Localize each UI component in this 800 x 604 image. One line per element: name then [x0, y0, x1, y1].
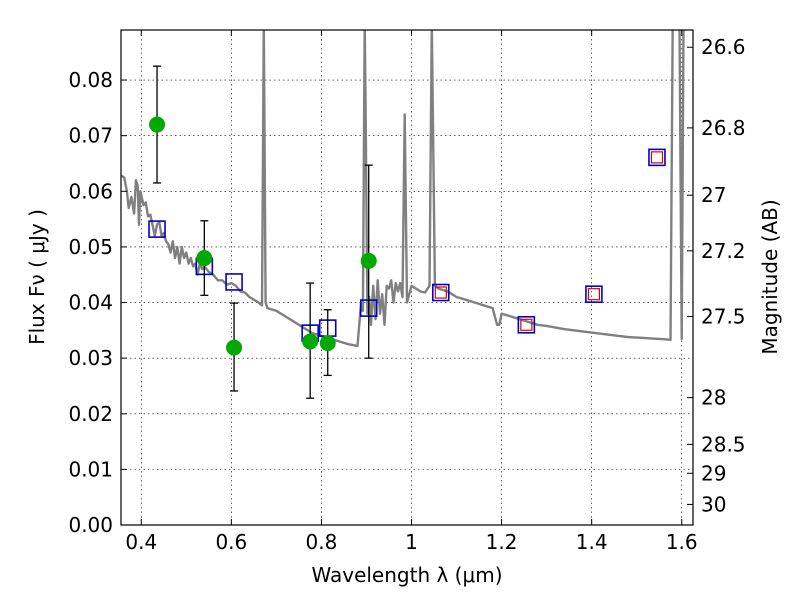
x-tick-label: 0.4 — [125, 530, 157, 554]
model-square-inner — [587, 288, 601, 301]
model-square — [517, 315, 536, 334]
y-tick-label: 0.08 — [68, 68, 113, 92]
x-tick-label: 1 — [405, 530, 418, 554]
observed-point — [226, 339, 243, 356]
right-tick-label: 26.6 — [701, 35, 746, 59]
observed-point — [302, 333, 319, 350]
y-tick-label: 0.06 — [68, 179, 113, 203]
y-tick-label: 0.02 — [68, 402, 113, 426]
y-tick-label: 0.04 — [68, 291, 113, 315]
model-square — [225, 273, 243, 291]
x-tick-label: 0.6 — [215, 530, 247, 554]
observed-point — [360, 252, 377, 269]
y-tick-label: 0.00 — [68, 513, 113, 537]
observed-point — [196, 250, 213, 267]
observed-point — [149, 116, 166, 133]
ticks: 0.4 0.6 0.8 1 1.2 1.4 1.6 0.00 0.01 0.02 0.03 0.04 0… — [68, 30, 746, 554]
right-tick-label: 28 — [701, 386, 726, 410]
model-square — [148, 220, 166, 238]
right-tick-label: 27.5 — [701, 304, 746, 328]
y-tick-label: 0.07 — [68, 124, 113, 148]
model-square — [648, 148, 666, 167]
model-square-inner — [650, 151, 664, 164]
observed-point — [319, 335, 336, 352]
data-layer — [121, 30, 685, 399]
model-square-inner — [520, 318, 533, 331]
y-tick-label: 0.03 — [68, 346, 113, 370]
model-square — [431, 283, 450, 302]
model-square-inner — [434, 286, 447, 299]
x-tick-label: 1.6 — [666, 530, 698, 554]
x-tick-label: 1.2 — [486, 530, 518, 554]
x-tick-label: 1.4 — [576, 530, 608, 554]
x-tick-label: 0.8 — [306, 530, 338, 554]
model-square — [585, 285, 603, 303]
right-tick-label: 28.5 — [701, 432, 746, 456]
y-right-axis-label: Magnitude (AB) — [758, 199, 782, 354]
plot-frame — [120, 29, 694, 526]
right-tick-label: 29 — [701, 461, 726, 485]
x-axis-label: Wavelength λ (μm) — [311, 563, 502, 587]
right-tick-label: 27 — [701, 183, 726, 207]
y-tick-label: 0.05 — [68, 235, 113, 259]
y-axis-label: Flux Fν ( μJy ) — [25, 209, 49, 345]
right-tick-label: 27.2 — [701, 239, 746, 263]
spectrum-line — [121, 30, 685, 348]
right-tick-label: 26.8 — [701, 116, 746, 140]
grid — [121, 30, 693, 526]
right-tick-label: 30 — [701, 492, 726, 516]
y-tick-label: 0.01 — [68, 457, 113, 481]
